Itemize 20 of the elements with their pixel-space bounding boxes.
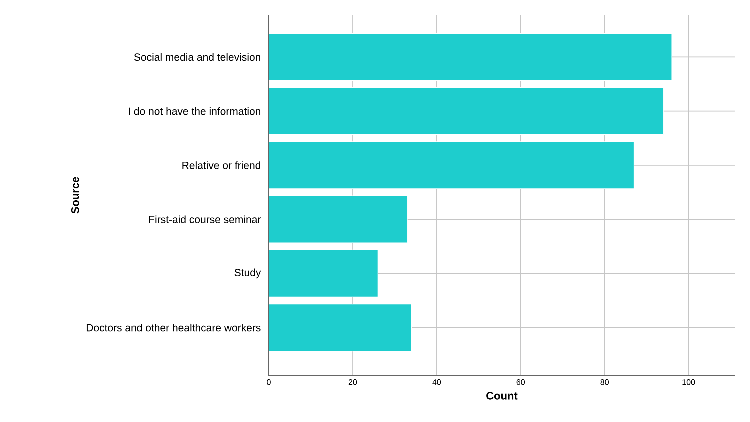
bar [269,196,408,244]
x-tick-label: 100 [682,380,696,386]
x-tick-label: 80 [600,380,609,386]
bar [269,88,664,136]
bar [269,304,412,352]
y-tick-label: Social media and television [134,53,260,62]
y-tick-label: Study [234,268,262,279]
y-tick-label: I do not have the information [129,107,261,116]
y-axis-title: Source [71,177,80,214]
bar [269,33,672,82]
bar [269,250,378,298]
y-tick-label: Doctors and other healthcare workers [86,324,261,332]
x-tick-label: 20 [348,380,358,386]
x-tick-label: 0 [267,380,271,386]
bar [269,142,635,190]
x-axis-title: Count [486,392,518,400]
x-tick-label: 60 [516,380,526,386]
x-tick-label: 40 [432,380,442,386]
y-tick-label: First-aid course seminar [149,216,262,224]
y-tick-label: Relative or friend [182,162,260,170]
